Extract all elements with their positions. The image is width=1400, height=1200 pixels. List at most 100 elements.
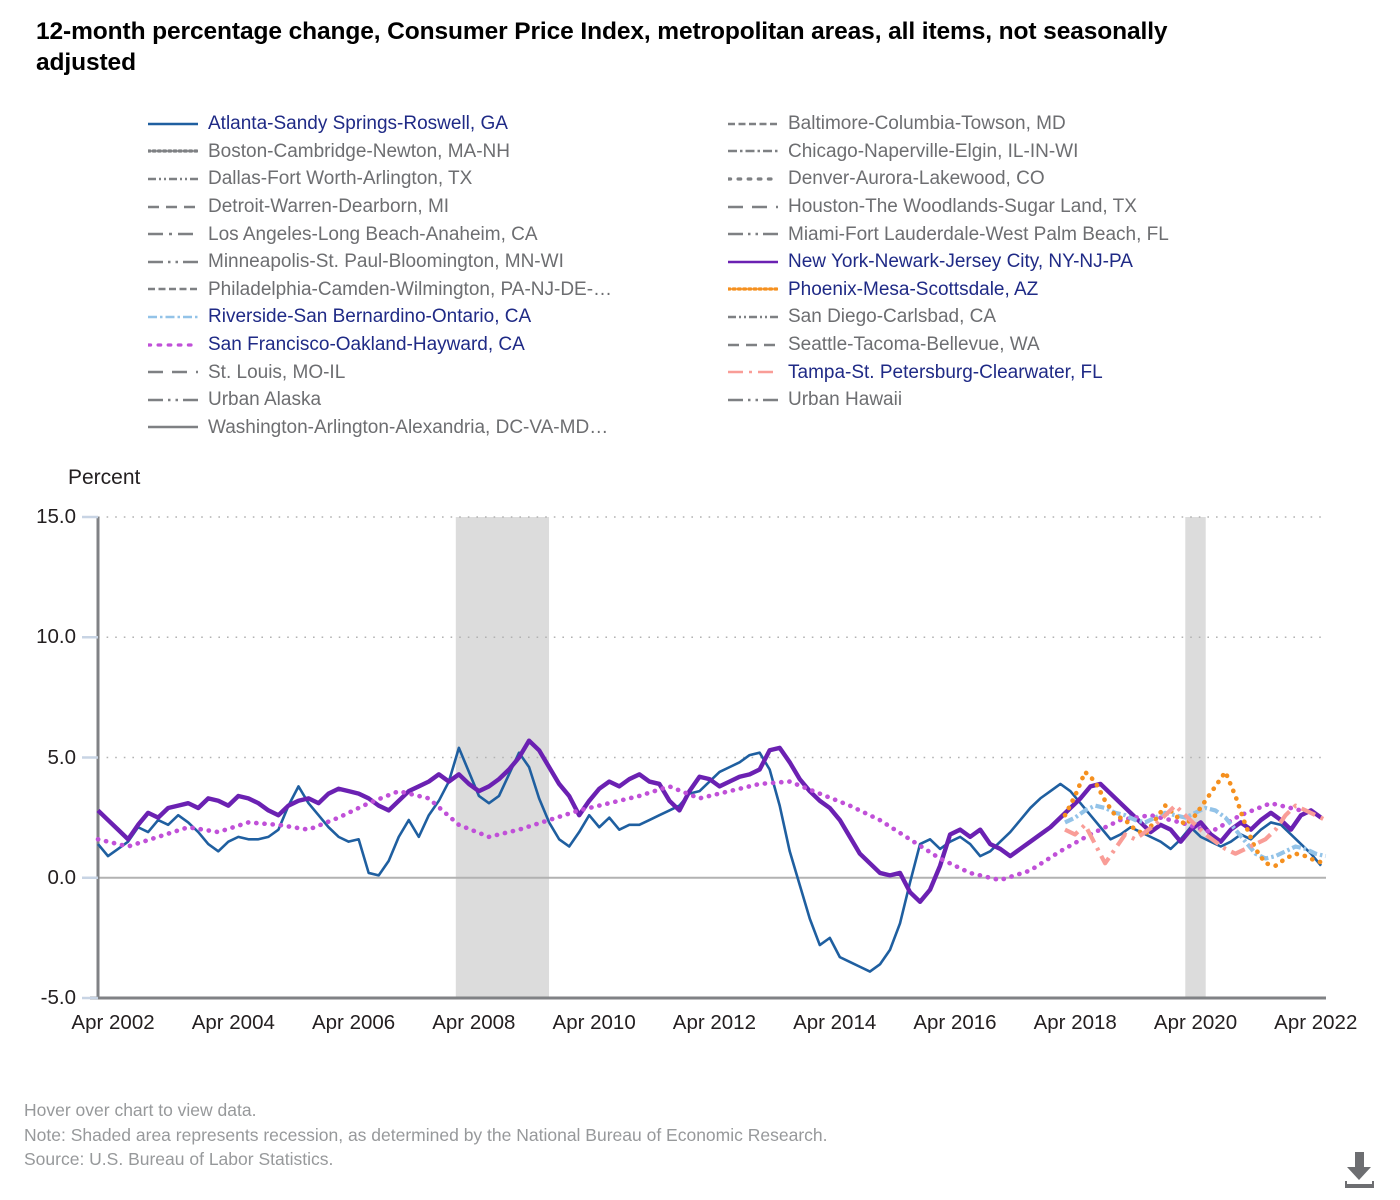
legend-item-label: San Francisco-Oakland-Hayward, CA — [208, 334, 525, 356]
legend-item-label: Atlanta-Sandy Springs-Roswell, GA — [208, 113, 508, 135]
legend-item-label: Los Angeles-Long Beach-Anaheim, CA — [208, 223, 538, 245]
recession-note: Note: Shaded area represents recession, … — [24, 1124, 828, 1145]
legend-line-swatch — [728, 172, 778, 186]
legend-item[interactable]: Phoenix-Mesa-Scottsdale, AZ — [728, 276, 1308, 304]
legend-item-label: Urban Hawaii — [788, 389, 903, 411]
legend-item[interactable]: Atlanta-Sandy Springs-Roswell, GA — [148, 110, 728, 138]
legend-item[interactable]: Denver-Aurora-Lakewood, CO — [728, 165, 1308, 193]
legend-item[interactable]: Dallas-Fort Worth-Arlington, TX — [148, 165, 728, 193]
x-axis-tick-label: Apr 2006 — [311, 1011, 396, 1034]
legend-item-label: San Diego-Carlsbad, CA — [788, 306, 997, 328]
legend-line-swatch — [728, 117, 778, 131]
legend-item-label: Houston-The Woodlands-Sugar Land, TX — [788, 196, 1137, 218]
x-axis-tick-label: Apr 2016 — [913, 1011, 997, 1034]
series-line[interactable] — [1062, 769, 1328, 869]
legend-item[interactable]: Tampa-St. Petersburg-Clearwater, FL — [728, 358, 1308, 386]
hover-hint: Hover over chart to view data. — [24, 1100, 257, 1120]
download-icon[interactable] — [1336, 1150, 1382, 1190]
recession-band — [1185, 517, 1206, 998]
legend-line-swatch — [728, 200, 778, 214]
legend-item-label: Detroit-Warren-Dearborn, MI — [208, 196, 450, 218]
legend-item[interactable]: New York-Newark-Jersey City, NY-NJ-PA — [728, 248, 1308, 276]
x-axis-tick-label: Apr 2010 — [552, 1011, 636, 1034]
y-axis-title: Percent — [68, 466, 141, 489]
page-title: 12-month percentage change, Consumer Pri… — [36, 18, 1168, 76]
legend-item-label: Dallas-Fort Worth-Arlington, TX — [208, 168, 473, 190]
x-axis-tick-label: Apr 2022 — [1274, 1011, 1358, 1034]
legend-line-swatch — [148, 365, 198, 379]
legend-item[interactable]: Minneapolis-St. Paul-Bloomington, MN-WI — [148, 248, 728, 276]
legend-item-label: St. Louis, MO-IL — [208, 361, 346, 383]
legend-item-label: Seattle-Tacoma-Bellevue, WA — [788, 334, 1040, 356]
y-axis-tick-label: 10.0 — [36, 625, 76, 649]
legend-item-label: Riverside-San Bernardino-Ontario, CA — [208, 306, 532, 328]
y-axis-tick-label: 0.0 — [47, 865, 77, 889]
y-axis-tick-label: -5.0 — [40, 986, 76, 1009]
x-axis-tick-label: Apr 2014 — [793, 1011, 877, 1034]
source-note: Source: U.S. Bureau of Labor Statistics. — [24, 1149, 334, 1169]
legend-line-swatch — [148, 172, 198, 186]
legend-line-swatch — [148, 117, 198, 131]
legend-line-swatch — [148, 338, 198, 352]
legend-line-swatch — [728, 365, 778, 379]
x-axis-tick-label: Apr 2018 — [1033, 1011, 1117, 1034]
legend-item-label: Baltimore-Columbia-Towson, MD — [788, 113, 1066, 135]
legend-item[interactable]: Urban Hawaii — [728, 386, 1308, 414]
legend-item[interactable]: Boston-Cambridge-Newton, MA-NH — [148, 138, 728, 166]
legend-item[interactable]: Chicago-Naperville-Elgin, IL-IN-WI — [728, 138, 1308, 166]
series-line[interactable] — [96, 738, 1323, 904]
legend-line-swatch — [728, 255, 778, 269]
legend-line-swatch — [728, 282, 778, 296]
legend-line-swatch — [728, 144, 778, 158]
legend-item[interactable]: Houston-The Woodlands-Sugar Land, TX — [728, 193, 1308, 221]
legend-line-swatch — [148, 255, 198, 269]
legend-item[interactable]: St. Louis, MO-IL — [148, 358, 728, 386]
legend-item-label: New York-Newark-Jersey City, NY-NJ-PA — [788, 251, 1133, 273]
legend-item[interactable]: Urban Alaska — [148, 386, 728, 414]
legend-line-swatch — [148, 282, 198, 296]
y-axis-tick-label: 5.0 — [47, 745, 77, 769]
series-line[interactable] — [95, 779, 1304, 883]
legend-item[interactable]: Baltimore-Columbia-Towson, MD — [728, 110, 1308, 138]
legend-item-label: Chicago-Naperville-Elgin, IL-IN-WI — [788, 140, 1079, 162]
x-axis-tick-label: Apr 2020 — [1153, 1011, 1238, 1034]
chart-legend: Atlanta-Sandy Springs-Roswell, GA Baltimo… — [148, 110, 1328, 441]
x-axis-tick-label: Apr 2002 — [71, 1011, 155, 1034]
y-axis-tick-label: 15.0 — [36, 505, 76, 528]
legend-line-swatch — [148, 144, 198, 158]
legend-line-swatch — [148, 200, 198, 214]
legend-item[interactable]: Riverside-San Bernardino-Ontario, CA — [148, 303, 728, 331]
legend-item-label: Tampa-St. Petersburg-Clearwater, FL — [788, 361, 1103, 383]
legend-item-label: Minneapolis-St. Paul-Bloomington, MN-WI — [208, 251, 564, 273]
legend-item[interactable]: San Francisco-Oakland-Hayward, CA — [148, 331, 728, 359]
legend-item-label: Denver-Aurora-Lakewood, CO — [788, 168, 1045, 190]
legend-item-label: Phoenix-Mesa-Scottsdale, AZ — [788, 278, 1039, 300]
legend-item[interactable]: San Diego-Carlsbad, CA — [728, 303, 1308, 331]
legend-item[interactable]: Detroit-Warren-Dearborn, MI — [148, 193, 728, 221]
legend-item[interactable]: Philadelphia-Camden-Wilmington, PA-NJ-DE… — [148, 276, 728, 304]
legend-item-label: Philadelphia-Camden-Wilmington, PA-NJ-DE… — [208, 278, 613, 300]
legend-item[interactable]: Seattle-Tacoma-Bellevue, WA — [728, 331, 1308, 359]
legend-item-label: Urban Alaska — [208, 389, 322, 411]
x-axis-tick-label: Apr 2004 — [191, 1011, 275, 1034]
legend-line-swatch — [148, 310, 198, 324]
legend-line-swatch — [148, 393, 198, 407]
legend-line-swatch — [728, 310, 778, 324]
legend-item[interactable]: Washington-Arlington-Alexandria, DC-VA-M… — [148, 414, 728, 442]
chart-footnotes: Hover over chart to view data. Note: Sha… — [24, 1098, 828, 1172]
legend-line-swatch — [148, 227, 198, 241]
legend-item[interactable]: Miami-Fort Lauderdale-West Palm Beach, F… — [728, 220, 1308, 248]
x-axis-tick-label: Apr 2008 — [432, 1011, 516, 1034]
legend-item-label: Boston-Cambridge-Newton, MA-NH — [208, 140, 510, 162]
legend-line-swatch — [728, 338, 778, 352]
x-axis-tick-label: Apr 2012 — [672, 1011, 756, 1034]
series-line[interactable] — [1064, 803, 1327, 866]
legend-line-swatch — [728, 393, 778, 407]
legend-item-label: Washington-Arlington-Alexandria, DC-VA-M… — [208, 416, 609, 438]
legend-item[interactable]: Los Angeles-Long Beach-Anaheim, CA — [148, 220, 728, 248]
series-line[interactable] — [1064, 803, 1327, 861]
legend-item-label: Miami-Fort Lauderdale-West Palm Beach, F… — [788, 223, 1169, 245]
